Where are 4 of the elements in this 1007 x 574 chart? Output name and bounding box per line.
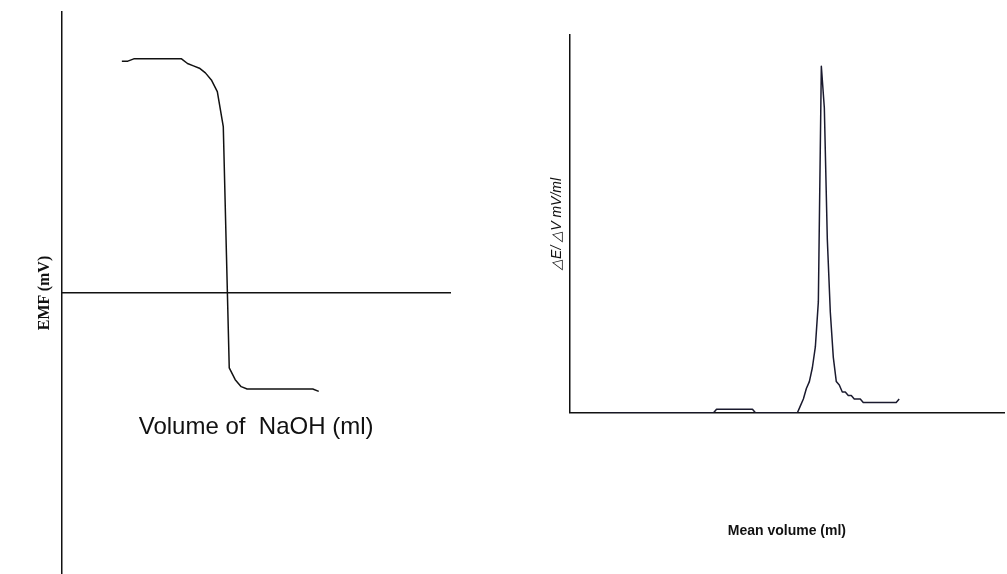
x-axis-title: Volume of NaOH (ml) [138,412,374,440]
x-axis-title: Mean volume (ml) [727,522,847,539]
y-axis-title: EMF (mV) [34,255,53,331]
y-axis-title: △E/ △V mV/ml [548,177,565,271]
